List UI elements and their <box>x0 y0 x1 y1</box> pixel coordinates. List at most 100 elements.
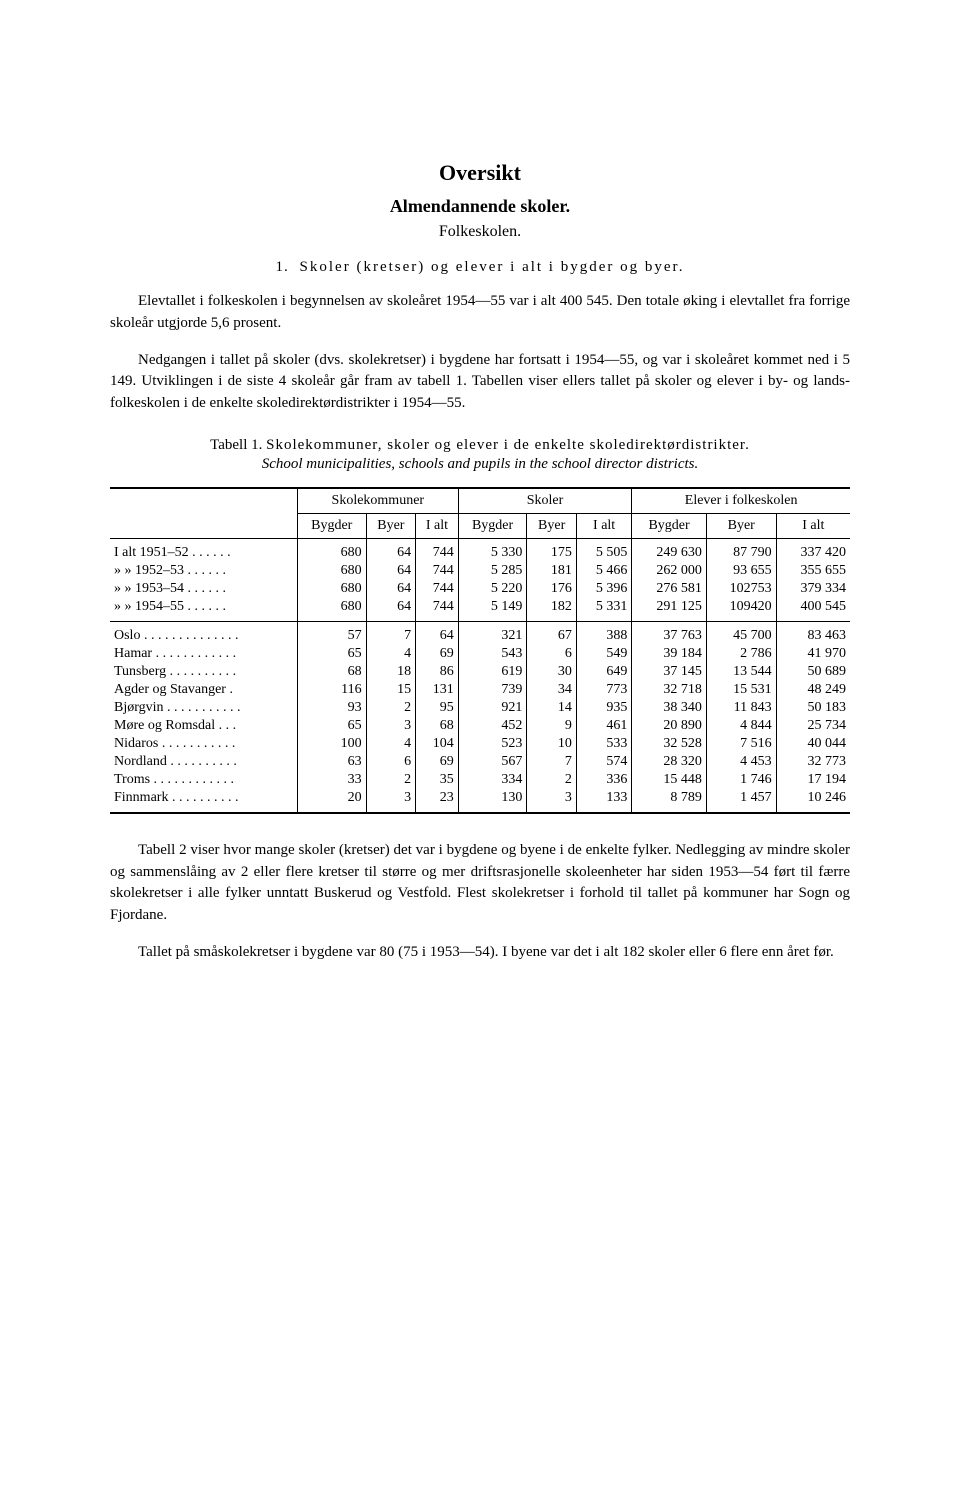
cell: 3 <box>366 789 416 813</box>
cell: 65 <box>297 717 366 735</box>
row-label: Finnmark . . . . . . . . . . <box>110 789 297 813</box>
paragraph: Tallet på småskolekretser i bygdene var … <box>110 942 850 964</box>
section-title: Skoler (kretser) og elever i alt i bygde… <box>300 259 685 275</box>
cell: 935 <box>576 699 631 717</box>
cell: 461 <box>576 717 631 735</box>
cell: 100 <box>297 735 366 753</box>
table-row: Oslo . . . . . . . . . . . . . .57764321… <box>110 621 850 645</box>
cell: 83 463 <box>776 621 850 645</box>
cell: 249 630 <box>632 538 707 562</box>
cell: 680 <box>297 580 366 598</box>
cell: 175 <box>527 538 577 562</box>
table-row: Troms . . . . . . . . . . . .33235334233… <box>110 771 850 789</box>
cell: 40 044 <box>776 735 850 753</box>
cell: 1 746 <box>706 771 776 789</box>
cell: 93 <box>297 699 366 717</box>
cell: 334 <box>458 771 527 789</box>
cell: 321 <box>458 621 527 645</box>
cell: 64 <box>366 580 416 598</box>
cell: 18 <box>366 663 416 681</box>
cell: 35 <box>416 771 459 789</box>
row-label: Hamar . . . . . . . . . . . . <box>110 645 297 663</box>
col-bygder: Bygder <box>632 513 707 538</box>
cell: 379 334 <box>776 580 850 598</box>
data-table: Skolekommuner Skoler Elever i folkeskole… <box>110 487 850 814</box>
cell: 1 457 <box>706 789 776 813</box>
cell: 523 <box>458 735 527 753</box>
cell: 4 <box>366 735 416 753</box>
page-title: Oversikt <box>110 160 850 186</box>
table-row: Bjørgvin . . . . . . . . . . .9329592114… <box>110 699 850 717</box>
cell: 9 <box>527 717 577 735</box>
cell: 182 <box>527 598 577 622</box>
paragraph: Tabell 2 viser hvor mange skoler (kretse… <box>110 840 850 927</box>
col-ialt: I alt <box>576 513 631 538</box>
table-row: Nordland . . . . . . . . . .636695677574… <box>110 753 850 771</box>
paragraph: Elevtallet i folkeskolen i begynnelsen a… <box>110 291 850 335</box>
cell: 64 <box>366 538 416 562</box>
col-group-skoler: Skoler <box>458 488 632 514</box>
col-ialt: I alt <box>776 513 850 538</box>
cell: 388 <box>576 621 631 645</box>
section-number: 1. <box>276 259 289 275</box>
cell: 68 <box>297 663 366 681</box>
table-row: Hamar . . . . . . . . . . . .65469543654… <box>110 645 850 663</box>
table-row: Møre og Romsdal . . .65368452946120 8904… <box>110 717 850 735</box>
cell: 8 789 <box>632 789 707 813</box>
cell: 50 689 <box>776 663 850 681</box>
page: Oversikt Almendannende skoler. Folkeskol… <box>0 0 960 1044</box>
cell: 355 655 <box>776 562 850 580</box>
cell: 533 <box>576 735 631 753</box>
cell: 14 <box>527 699 577 717</box>
cell: 104 <box>416 735 459 753</box>
cell: 15 448 <box>632 771 707 789</box>
cell: 4 <box>366 645 416 663</box>
cell: 181 <box>527 562 577 580</box>
cell: 5 330 <box>458 538 527 562</box>
cell: 262 000 <box>632 562 707 580</box>
cell: 7 <box>527 753 577 771</box>
table-row: Tunsberg . . . . . . . . . .681886619306… <box>110 663 850 681</box>
table-row: » » 1952–53 . . . . . .680647445 2851815… <box>110 562 850 580</box>
row-label: Nidaros . . . . . . . . . . . <box>110 735 297 753</box>
cell: 10 246 <box>776 789 850 813</box>
cell: 17 194 <box>776 771 850 789</box>
row-label: Agder og Stavanger . <box>110 681 297 699</box>
cell: 619 <box>458 663 527 681</box>
cell: 37 763 <box>632 621 707 645</box>
cell: 680 <box>297 538 366 562</box>
cell: 131 <box>416 681 459 699</box>
table-row: » » 1953–54 . . . . . .680647445 2201765… <box>110 580 850 598</box>
row-label: I alt 1951–52 . . . . . . <box>110 538 297 562</box>
table-caption-main: Skolekommuner, skoler og elever i de enk… <box>266 437 750 453</box>
cell: 116 <box>297 681 366 699</box>
row-label: Møre og Romsdal . . . <box>110 717 297 735</box>
cell: 744 <box>416 562 459 580</box>
cell: 69 <box>416 753 459 771</box>
cell: 25 734 <box>776 717 850 735</box>
cell: 57 <box>297 621 366 645</box>
row-label: Tunsberg . . . . . . . . . . <box>110 663 297 681</box>
table-caption-prefix: Tabell 1. <box>210 437 262 453</box>
cell: 69 <box>416 645 459 663</box>
section-heading: 1. Skoler (kretser) og elever i alt i by… <box>110 259 850 276</box>
table-row: Nidaros . . . . . . . . . . .10041045231… <box>110 735 850 753</box>
cell: 10 <box>527 735 577 753</box>
cell: 50 183 <box>776 699 850 717</box>
table-subcaption: School municipalities, schools and pupil… <box>110 456 850 473</box>
cell: 543 <box>458 645 527 663</box>
row-label: Troms . . . . . . . . . . . . <box>110 771 297 789</box>
row-label: » » 1954–55 . . . . . . <box>110 598 297 622</box>
cell: 921 <box>458 699 527 717</box>
cell: 4 844 <box>706 717 776 735</box>
cell: 63 <box>297 753 366 771</box>
cell: 64 <box>366 562 416 580</box>
cell: 86 <box>416 663 459 681</box>
cell: 5 220 <box>458 580 527 598</box>
col-byer: Byer <box>706 513 776 538</box>
cell: 64 <box>366 598 416 622</box>
cell: 11 843 <box>706 699 776 717</box>
cell: 567 <box>458 753 527 771</box>
cell: 64 <box>416 621 459 645</box>
row-label: Bjørgvin . . . . . . . . . . . <box>110 699 297 717</box>
